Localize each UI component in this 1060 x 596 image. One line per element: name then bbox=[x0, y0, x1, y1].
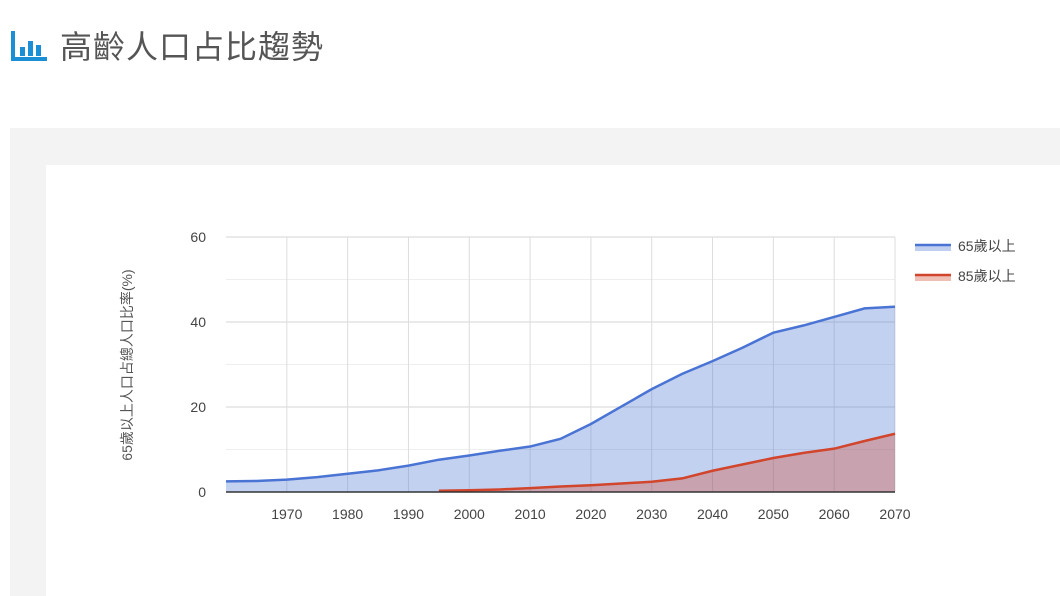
legend-label: 65歲以上 bbox=[958, 238, 1016, 254]
legend-label: 85歲以上 bbox=[958, 268, 1016, 284]
area-fill bbox=[226, 306, 895, 492]
x-tick-label: 2040 bbox=[697, 506, 728, 522]
x-tick-label: 2030 bbox=[636, 506, 667, 522]
x-tick-label: 2070 bbox=[879, 506, 910, 522]
x-tick-label: 1990 bbox=[393, 506, 424, 522]
x-tick-label: 2010 bbox=[515, 506, 546, 522]
x-tick-label: 2000 bbox=[454, 506, 485, 522]
x-tick-label: 2020 bbox=[575, 506, 606, 522]
y-tick-label: 20 bbox=[190, 399, 206, 415]
line bbox=[225, 305, 896, 483]
x-tick-label: 2060 bbox=[819, 506, 850, 522]
x-tick-label: 2050 bbox=[758, 506, 789, 522]
area-fill bbox=[438, 433, 895, 492]
page-title: 高齡人口占比趨勢 bbox=[60, 29, 325, 65]
x-tick-label: 1970 bbox=[271, 506, 302, 522]
y-tick-label: 60 bbox=[190, 229, 206, 245]
legend-swatch bbox=[915, 275, 951, 281]
line bbox=[438, 432, 896, 492]
header: 高齡人口占比趨勢 bbox=[10, 22, 324, 68]
y-axis-label: 65歲以上人口占總人口比率(%) bbox=[119, 269, 135, 460]
legend-swatch bbox=[915, 245, 951, 251]
y-tick-label: 0 bbox=[198, 484, 206, 500]
chart-icon bbox=[11, 31, 47, 61]
x-tick-label: 1980 bbox=[332, 506, 363, 522]
y-tick-label: 40 bbox=[190, 314, 206, 330]
